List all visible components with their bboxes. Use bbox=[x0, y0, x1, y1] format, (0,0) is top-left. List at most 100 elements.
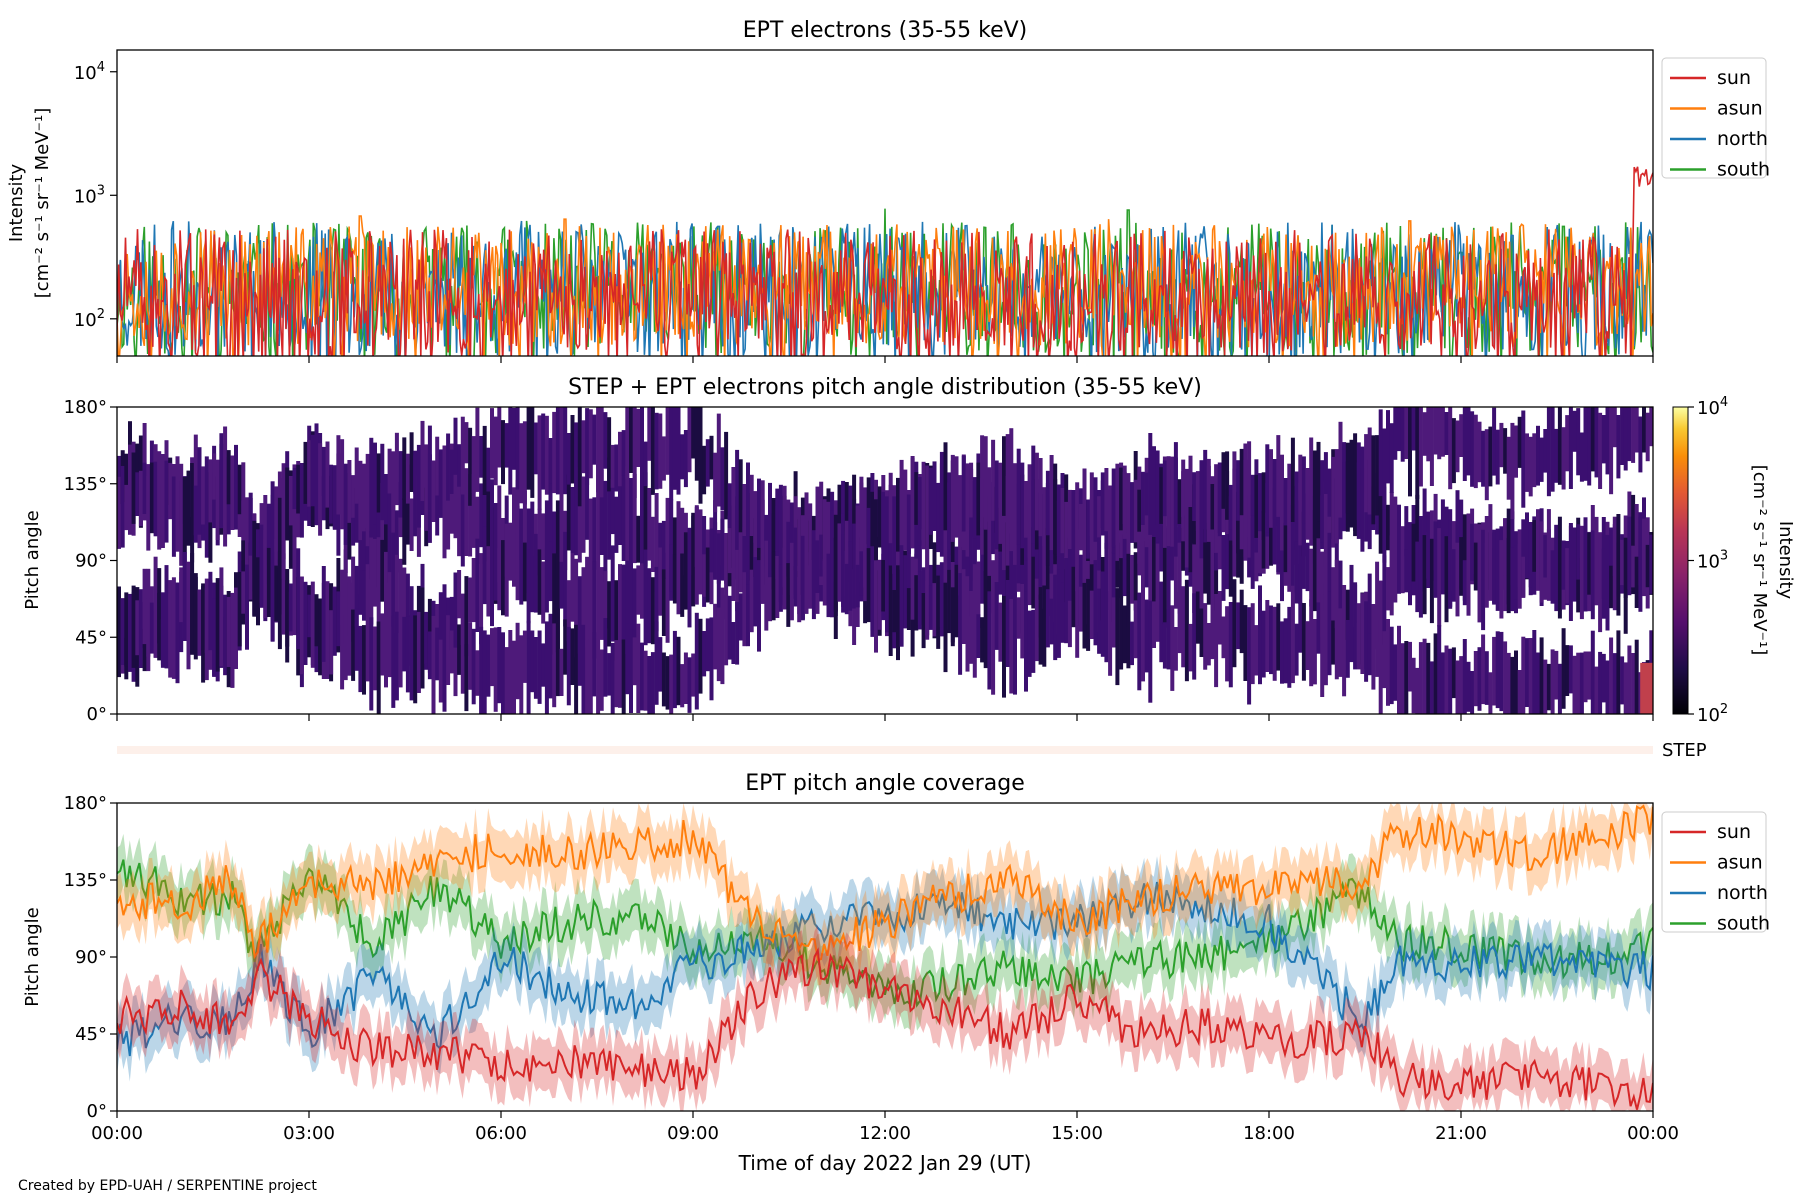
pad-cell bbox=[994, 582, 999, 650]
pad-cell bbox=[1470, 411, 1475, 487]
pad-cell bbox=[764, 540, 769, 631]
pad-cell bbox=[1579, 432, 1584, 482]
pad-cell bbox=[1408, 522, 1412, 606]
pad-cell bbox=[1236, 460, 1241, 521]
pad-cell bbox=[1557, 516, 1562, 619]
pad-cell bbox=[1587, 651, 1592, 700]
pad-cell bbox=[830, 540, 835, 618]
pad-cell bbox=[515, 407, 520, 490]
pad-cell bbox=[640, 563, 644, 619]
pad-cell bbox=[157, 592, 162, 644]
pad-cell bbox=[1188, 455, 1193, 507]
pad-cell bbox=[248, 492, 253, 559]
pad-cell bbox=[702, 631, 707, 677]
pad-cell bbox=[515, 622, 520, 700]
pad-cell bbox=[1532, 630, 1537, 714]
pad-cell bbox=[1170, 517, 1175, 581]
pad-cell bbox=[1426, 511, 1431, 588]
pad-cell bbox=[892, 590, 897, 633]
pad-cell bbox=[1236, 491, 1241, 554]
pad-cell bbox=[340, 596, 345, 690]
pad-cell bbox=[555, 500, 560, 571]
pad-cell bbox=[1188, 471, 1193, 573]
pad-cell bbox=[387, 572, 392, 616]
pad-cell bbox=[299, 474, 304, 518]
pad-cell bbox=[877, 559, 882, 630]
pad-cell bbox=[435, 436, 440, 496]
pad-cell bbox=[1045, 589, 1050, 648]
pad-cell bbox=[1108, 489, 1113, 544]
pad-cell bbox=[435, 462, 440, 536]
pad-cell bbox=[961, 455, 966, 532]
pad-cell bbox=[1005, 434, 1010, 520]
pad-cell bbox=[548, 541, 553, 602]
pad-cell bbox=[640, 642, 644, 711]
pad-cell bbox=[1159, 520, 1164, 572]
pad-cell bbox=[1433, 521, 1438, 598]
pad-cell bbox=[691, 653, 696, 697]
pad-cell bbox=[808, 552, 813, 599]
pad-cell bbox=[1546, 663, 1551, 711]
pad-cell bbox=[746, 584, 750, 647]
pad-cell bbox=[1451, 647, 1456, 699]
pad-cell bbox=[735, 449, 740, 550]
pad-cell bbox=[559, 492, 564, 569]
pad-cell bbox=[369, 617, 374, 711]
pad-cell bbox=[1437, 528, 1442, 627]
pad-cell bbox=[1583, 407, 1588, 481]
pad-cell bbox=[1539, 637, 1544, 714]
pad-cell bbox=[468, 474, 473, 557]
panel2-x-ticks bbox=[116, 714, 1654, 721]
pad-cell bbox=[501, 632, 505, 714]
panel1-title: EPT electrons (35-55 keV) bbox=[743, 18, 1028, 43]
pad-cell bbox=[310, 434, 315, 507]
pad-cell bbox=[354, 608, 359, 671]
pad-cell bbox=[702, 554, 707, 597]
pad-cell bbox=[1503, 518, 1508, 576]
pad-cell bbox=[607, 457, 612, 560]
pad-cell bbox=[1206, 623, 1211, 666]
pad-cell bbox=[1236, 602, 1241, 650]
pad-cell bbox=[464, 422, 469, 464]
pad-cell bbox=[1521, 410, 1526, 508]
colorbar-ticks: 102 103 104 bbox=[1688, 395, 1728, 726]
pad-cell bbox=[1477, 524, 1482, 623]
pad-cell bbox=[1437, 625, 1442, 714]
pad-cell bbox=[610, 642, 615, 714]
pad-cell bbox=[1089, 472, 1094, 536]
pad-cell bbox=[1550, 649, 1555, 714]
pad-cell bbox=[1013, 606, 1017, 695]
series-sun bbox=[117, 166, 1653, 356]
pad-cell bbox=[442, 619, 447, 712]
pad-cell bbox=[1583, 651, 1588, 703]
series-asun bbox=[117, 215, 1653, 356]
line-asun bbox=[117, 804, 1653, 961]
pad-cell bbox=[965, 474, 970, 547]
pad-cell bbox=[391, 532, 396, 627]
pad-cell bbox=[687, 407, 692, 473]
pad-cell bbox=[819, 534, 824, 577]
pad-cell bbox=[1206, 522, 1211, 605]
pad-cell bbox=[1612, 516, 1617, 611]
pad-cell bbox=[1492, 547, 1497, 605]
pad-cell bbox=[629, 552, 633, 640]
pad-cell bbox=[1104, 542, 1109, 603]
pad-cell bbox=[1122, 605, 1127, 664]
pad-cell bbox=[497, 485, 502, 583]
pad-cell bbox=[1506, 652, 1511, 714]
pad-cell bbox=[490, 408, 494, 479]
pad-cell bbox=[687, 657, 692, 713]
pad-cell bbox=[618, 431, 622, 487]
pad-cell bbox=[1609, 637, 1614, 714]
pad-cell bbox=[811, 543, 816, 620]
pad-cell bbox=[936, 482, 941, 553]
pad-cell bbox=[775, 488, 780, 552]
pad-cell bbox=[1334, 449, 1339, 544]
pad-cell bbox=[581, 476, 586, 553]
pad-cell bbox=[936, 575, 941, 649]
pad-cell bbox=[197, 589, 202, 656]
pad-cell bbox=[1144, 541, 1149, 588]
pad-cell bbox=[402, 567, 407, 660]
pad-cell bbox=[621, 564, 626, 644]
pad-cell bbox=[548, 613, 553, 699]
